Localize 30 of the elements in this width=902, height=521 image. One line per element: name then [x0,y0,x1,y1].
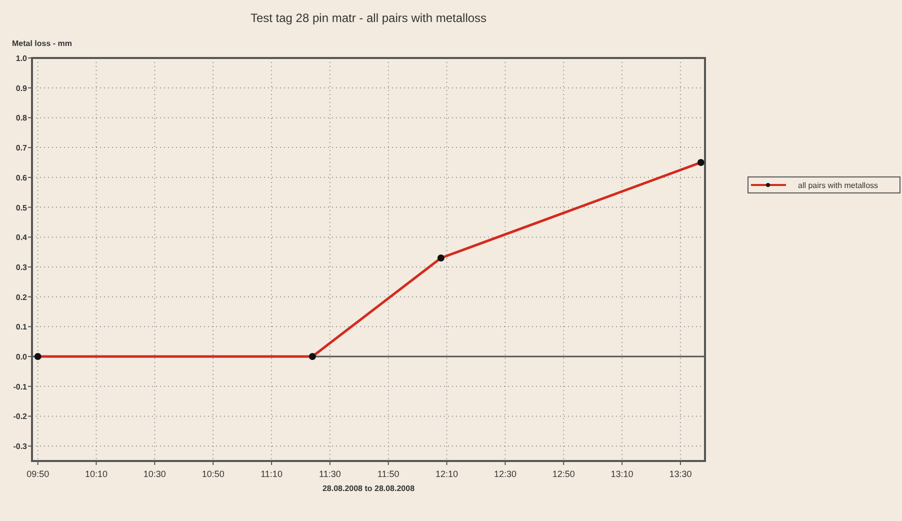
x-axis-title: 28.08.2008 to 28.08.2008 [322,484,416,493]
x-tick-label: 13:10 [610,469,634,479]
y-tick-label: 1.0 [16,54,28,63]
x-tick-label: 12:30 [494,469,516,479]
y-tick-label: 0.8 [16,114,28,123]
x-tick-label: 12:50 [552,469,575,479]
legend-label: all pairs with metalloss [798,180,878,190]
y-tick-label: 0.0 [16,352,28,362]
chart-title: Test tag 28 pin matr - all pairs with metalloss [250,11,487,25]
x-tick-label: 11:50 [377,469,400,479]
y-tick-label: 0.7 [16,144,28,153]
y-tick-label: 0.3 [16,262,28,272]
y-tick-label: 0.1 [16,322,28,332]
x-tick-label: 11:30 [319,469,341,479]
y-tick-label: 0.4 [16,233,28,242]
x-tick-label: 09:50 [26,469,50,479]
x-tick-label: 13:30 [669,469,692,479]
x-tick-label: 10:50 [202,469,224,479]
x-tick-label: 10:30 [143,469,166,479]
x-tick-label: 12:10 [436,469,458,479]
x-tick-label: 10:10 [85,469,108,479]
y-tick-label: -0.2 [13,412,28,422]
y-tick-label: 0.6 [16,173,28,182]
y-tick-label: -0.3 [13,442,28,452]
x-tick-label: 11:10 [260,469,282,479]
y-tick-label: 0.5 [16,203,28,212]
y-tick-label: 0.2 [16,292,28,302]
y-tick-label: 0.9 [16,84,28,93]
y-tick-label: -0.1 [13,382,28,392]
y-axis-title: Metal loss - mm [12,39,72,48]
